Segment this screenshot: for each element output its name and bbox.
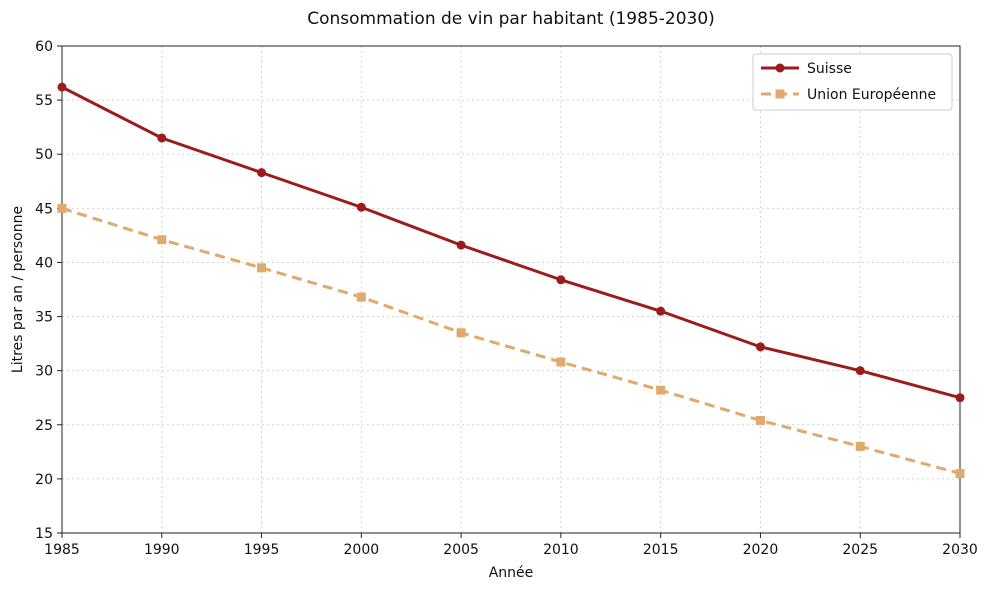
data-point <box>57 203 67 213</box>
chart-title: Consommation de vin par habitant (1985-2… <box>307 9 715 29</box>
x-tick-label: 1995 <box>244 542 280 558</box>
grid <box>61 45 961 534</box>
data-point <box>57 82 67 92</box>
y-tick-label: 30 <box>35 364 53 380</box>
series-line-1 <box>61 85 961 400</box>
x-tick-label: 2015 <box>643 542 679 558</box>
data-point <box>456 328 466 338</box>
x-tick-label: 2000 <box>344 542 380 558</box>
legend-box <box>752 53 953 111</box>
y-tick-label: 20 <box>35 472 53 488</box>
data-point <box>157 133 167 143</box>
series-line-2 <box>61 206 961 475</box>
legend-label: Suisse <box>807 61 852 77</box>
y-tick-label: 35 <box>35 310 53 326</box>
y-tick-label: 25 <box>35 418 53 434</box>
data-point <box>955 393 965 403</box>
data-point <box>356 202 366 212</box>
legend-label: Union Européenne <box>807 87 936 103</box>
x-tick-label: 2025 <box>842 542 878 558</box>
data-point <box>656 385 666 395</box>
y-tick-label: 55 <box>35 93 53 109</box>
data-point <box>157 235 167 245</box>
data-point <box>855 366 865 376</box>
x-axis-label: Année <box>489 565 534 581</box>
data-point <box>855 441 865 451</box>
x-tick-label: 2005 <box>443 542 479 558</box>
y-tick-label: 50 <box>35 147 53 163</box>
y-tick-label: 15 <box>35 526 53 542</box>
y-tick-label: 60 <box>35 39 53 55</box>
y-tick-label: 40 <box>35 255 53 271</box>
legend-marker <box>775 63 785 73</box>
x-tick-label: 2030 <box>942 542 978 558</box>
series-lines <box>57 82 965 478</box>
legend-items: Suisse Union Européenne <box>761 61 936 103</box>
data-point <box>556 275 566 285</box>
y-tick-label: 45 <box>35 201 53 217</box>
x-tick-label: 1985 <box>44 542 80 558</box>
data-point <box>257 263 267 273</box>
data-point <box>456 240 466 250</box>
legend-marker <box>775 89 785 99</box>
data-point <box>356 292 366 302</box>
data-point <box>755 342 765 352</box>
y-axis-label: Litres par an / personne <box>10 206 26 373</box>
axis-ticks: 1985 1990 1995 2000 2005 2010 2015 2020 2025 2030… <box>35 39 978 558</box>
data-point <box>755 415 765 425</box>
data-point <box>656 306 666 316</box>
legend: Suisse Union Européenne <box>752 53 953 111</box>
x-tick-label: 2010 <box>543 542 579 558</box>
x-tick-label: 1990 <box>144 542 180 558</box>
data-point <box>257 168 267 178</box>
x-tick-label: 2020 <box>743 542 779 558</box>
plot-area-frame <box>61 45 961 534</box>
data-point <box>556 357 566 367</box>
data-point <box>955 468 965 478</box>
